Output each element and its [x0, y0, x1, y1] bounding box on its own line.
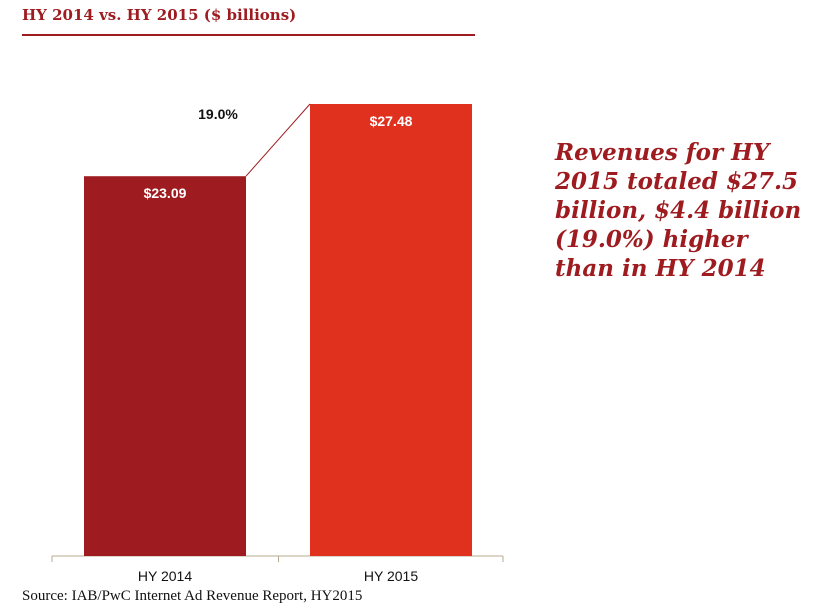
bar-hy-2015 [310, 104, 472, 556]
bar-hy-2014 [84, 176, 246, 557]
growth-connector-line [245, 103, 311, 177]
x-tick-label-hy-2015: HY 2015 [364, 568, 418, 584]
source-note: Source: IAB/PwC Internet Ad Revenue Repo… [22, 588, 363, 604]
data-label-hy-2015: $27.48 [370, 113, 413, 129]
data-label-hy-2014: $23.09 [144, 185, 187, 201]
title-divider [22, 34, 475, 36]
revenue-callout: Revenues for HY 2015 totaled $27.5 billi… [555, 139, 802, 282]
chart-title: HY 2014 vs. HY 2015 ($ billions) [22, 6, 297, 24]
growth-percent-label: 19.0% [198, 106, 238, 122]
x-tick-label-hy-2014: HY 2014 [138, 568, 192, 584]
